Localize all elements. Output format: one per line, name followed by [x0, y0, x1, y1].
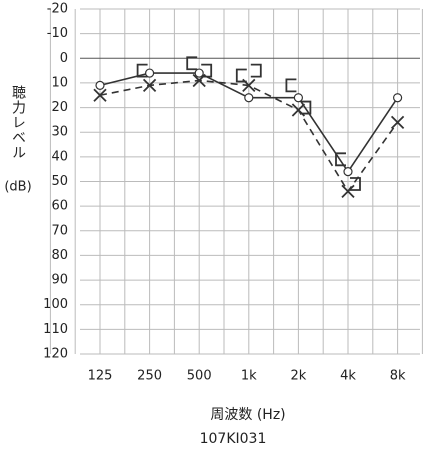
data-marker: [93, 88, 107, 102]
data-marker: [186, 56, 198, 71]
x-tick-label: 500: [187, 369, 212, 384]
x-tick-label: 125: [88, 369, 113, 384]
y-tick-label: -10: [47, 26, 68, 41]
x-tick-label: 4k: [340, 369, 356, 384]
data-marker: [250, 63, 262, 78]
y-tick-label: 50: [51, 174, 68, 189]
data-marker: [285, 78, 297, 93]
data-marker: [95, 80, 105, 90]
y-tick-label: 100: [43, 297, 68, 312]
y-tick-label: 40: [51, 149, 68, 164]
data-marker: [201, 63, 213, 78]
y-tick-label: 80: [51, 248, 68, 263]
y-tick-label: -20: [47, 2, 68, 17]
data-marker: [244, 93, 254, 103]
data-marker: [235, 68, 247, 83]
data-marker: [300, 100, 312, 115]
data-marker: [136, 63, 148, 78]
x-tick-label: 8k: [390, 369, 406, 384]
y-tick-label: 20: [51, 100, 68, 115]
data-marker: [194, 68, 204, 78]
y-axis-label: 聴力レベル: [10, 85, 26, 160]
y-tick-label: 90: [51, 273, 68, 288]
data-marker: [343, 167, 353, 177]
y-tick-label: 0: [60, 51, 68, 66]
y-tick-label: 70: [51, 223, 68, 238]
data-marker: [350, 177, 361, 191]
data-marker: [393, 93, 403, 103]
data-marker: [293, 93, 303, 103]
x-tick-label: 1k: [241, 369, 257, 384]
y-axis-unit: (dB): [4, 180, 31, 195]
data-marker: [341, 184, 355, 198]
y-tick-label: 60: [51, 199, 68, 214]
y-tick-label: 30: [51, 125, 68, 140]
y-tick-label: 110: [43, 322, 68, 337]
caption: 107KI031: [200, 431, 267, 447]
data-marker: [145, 68, 155, 78]
y-tick-label: 10: [51, 75, 68, 90]
y-tick-label: 120: [43, 347, 68, 362]
data-marker: [142, 78, 157, 93]
x-tick-label: 2k: [290, 369, 306, 384]
x-axis-label: 周波数 (Hz): [210, 407, 285, 423]
data-marker: [390, 115, 405, 129]
data-marker: [335, 152, 346, 167]
x-tick-label: 250: [137, 369, 162, 384]
